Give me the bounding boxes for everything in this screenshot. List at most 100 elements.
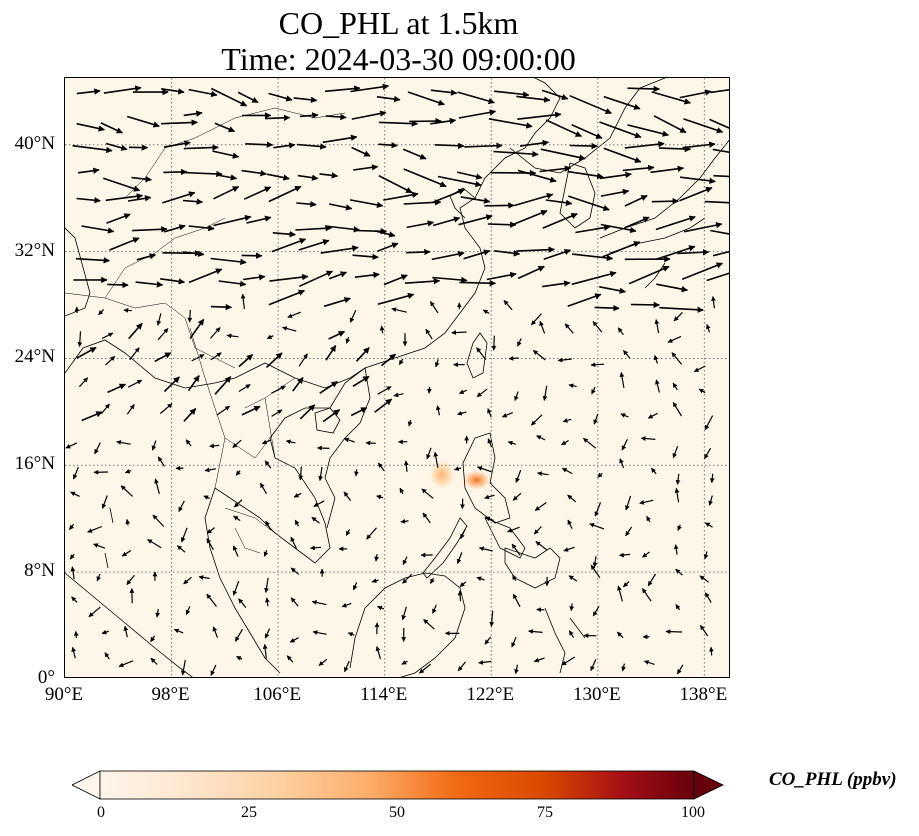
wind-arrow — [76, 88, 101, 95]
wind-arrow — [677, 249, 710, 256]
wind-arrow — [93, 543, 106, 549]
wind-arrow — [323, 296, 351, 308]
wind-arrow — [273, 142, 296, 149]
wind-arrow — [329, 203, 353, 211]
wind-arrow — [377, 605, 385, 611]
wind-arrow — [233, 515, 241, 522]
wind-arrow — [599, 171, 632, 180]
map-panel — [64, 77, 730, 678]
wind-arrow — [286, 655, 294, 663]
wind-arrow — [218, 280, 247, 287]
wind-arrow — [671, 352, 683, 365]
wind-arrow — [564, 323, 574, 334]
wind-arrow — [293, 492, 302, 498]
wind-arrow — [590, 362, 605, 368]
wind-arrow — [600, 188, 630, 197]
wind-arrow — [157, 456, 165, 467]
wind-arrow — [353, 164, 379, 171]
wind-arrow — [594, 304, 620, 312]
wind-arrow — [182, 170, 223, 178]
wind-arrow — [699, 575, 710, 583]
wind-arrow — [659, 306, 704, 313]
wind-arrow — [378, 120, 419, 127]
wind-arrow — [494, 90, 530, 98]
wind-arrow — [478, 546, 493, 552]
wind-arrow — [512, 574, 517, 581]
wind-arrow — [290, 597, 299, 607]
wind-arrow — [126, 115, 160, 128]
wind-arrow — [214, 376, 232, 395]
lat-tick-label: 16°N — [14, 453, 55, 475]
wind-arrow — [402, 573, 413, 584]
lon-tick-label: 106°E — [253, 684, 301, 705]
wind-arrow — [602, 241, 641, 258]
wind-arrow — [76, 346, 97, 359]
wind-arrow — [266, 334, 274, 340]
wind-arrow — [128, 322, 143, 340]
wind-arrow — [233, 499, 243, 508]
wind-arrow — [429, 301, 439, 314]
wind-arrow — [234, 628, 244, 642]
wind-arrow — [432, 276, 468, 284]
wind-arrow — [646, 515, 651, 523]
wind-arrow — [407, 419, 413, 427]
wind-arrow — [376, 494, 384, 500]
wind-arrow — [126, 574, 135, 585]
wind-arrow — [557, 357, 572, 363]
wind-arrow — [271, 238, 307, 253]
wind-arrow — [325, 113, 347, 121]
wind-arrow — [460, 196, 491, 204]
wind-arrow — [213, 214, 252, 227]
wind-arrow — [188, 268, 223, 284]
lat-tick-label: 32°N — [14, 239, 55, 261]
wind-arrow — [312, 630, 327, 635]
wind-arrow — [365, 440, 376, 446]
wind-arrow — [352, 253, 379, 261]
wind-arrow — [540, 148, 586, 161]
wind-arrow — [77, 167, 100, 174]
wind-arrow — [374, 398, 393, 413]
wind-arrow — [375, 645, 382, 660]
wind-arrow — [236, 655, 243, 661]
wind-arrow — [709, 118, 729, 129]
wind-arrow — [261, 439, 271, 445]
wind-arrow — [704, 592, 712, 603]
wind-arrow — [503, 300, 513, 311]
wind-arrow — [105, 193, 144, 202]
wind-arrow — [698, 388, 706, 394]
wind-arrow — [328, 271, 347, 280]
wind-arrow — [293, 96, 318, 103]
wind-arrow — [512, 209, 548, 226]
wind-arrow — [391, 307, 407, 313]
wind-arrow — [432, 188, 465, 204]
borders — [65, 107, 346, 554]
wind-arrow — [296, 201, 317, 208]
wind-arrow — [599, 286, 627, 294]
wind-arrow — [345, 336, 351, 344]
lat-tick-label: 0° — [37, 667, 55, 688]
wind-arrow — [583, 437, 597, 449]
wind-arrow — [575, 224, 611, 234]
wind-arrow — [183, 110, 203, 117]
wind-arrow — [704, 200, 729, 204]
wind-arrow — [206, 593, 217, 607]
wind-arrow — [617, 327, 624, 336]
wind-arrow — [150, 657, 158, 665]
wind-arrow — [639, 499, 654, 505]
wind-arrow — [209, 327, 221, 339]
wind-arrow — [69, 553, 75, 560]
wind-arrow — [272, 231, 296, 238]
wind-arrow — [507, 526, 520, 533]
wind-arrow — [378, 174, 413, 194]
wind-arrow — [403, 199, 442, 206]
wind-arrow — [487, 408, 492, 418]
wind-arrow — [209, 443, 220, 449]
wind-arrow — [241, 169, 267, 177]
wind-arrow — [268, 92, 293, 102]
wind-arrow — [403, 168, 447, 188]
colorbar-tick: 0 — [97, 804, 105, 821]
wind-arrow — [451, 330, 467, 335]
lat-tick-label: 8°N — [24, 560, 55, 582]
wind-arrow — [457, 590, 463, 602]
wind-arrow — [319, 172, 339, 179]
